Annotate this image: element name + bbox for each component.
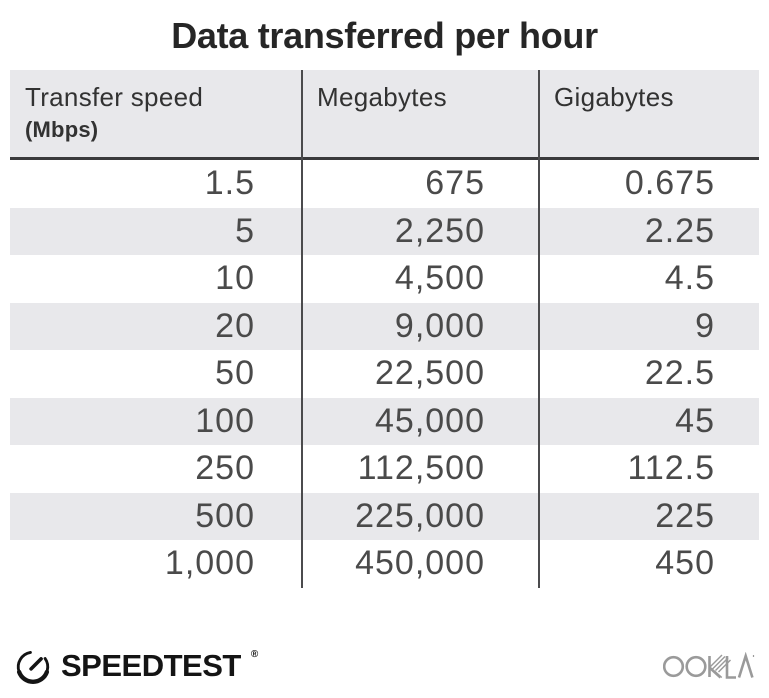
header-transfer-speed: Transfer speed (Mbps) xyxy=(10,70,302,157)
cell-gigabytes: 450 xyxy=(655,544,715,583)
cell-speed-mbps: 1.5 xyxy=(204,164,255,203)
column-divider-2 xyxy=(538,70,540,588)
cell-speed-mbps: 500 xyxy=(195,496,255,535)
ookla-logo xyxy=(663,651,755,681)
table-row: 100 45,000 45 xyxy=(10,397,759,445)
cell-speed-mbps: 5 xyxy=(235,211,255,250)
ookla-wordmark-icon xyxy=(663,651,755,681)
cell-speed-mbps: 20 xyxy=(215,306,255,345)
cell-speed-mbps: 10 xyxy=(215,259,255,298)
cell-megabytes: 675 xyxy=(425,164,485,203)
cell-gigabytes: 4.5 xyxy=(664,259,715,298)
cell-megabytes: 450,000 xyxy=(355,544,485,583)
table-row: 1.5 675 0.675 xyxy=(10,160,759,208)
data-table: Transfer speed (Mbps) Megabytes Gigabyte… xyxy=(10,70,759,588)
cell-speed-mbps: 100 xyxy=(195,401,255,440)
table-row: 1,000 450,000 450 xyxy=(10,540,759,588)
cell-megabytes: 112,500 xyxy=(357,449,485,488)
cell-gigabytes: 22.5 xyxy=(644,354,715,393)
cell-gigabytes: 225 xyxy=(655,496,715,535)
cell-megabytes: 45,000 xyxy=(375,401,485,440)
cell-megabytes: 4,500 xyxy=(394,259,485,298)
table-row: 10 4,500 4.5 xyxy=(10,255,759,303)
cell-gigabytes: 9 xyxy=(695,306,715,345)
header-megabytes: Megabytes xyxy=(302,70,539,157)
header-transfer-speed-unit: (Mbps) xyxy=(25,117,99,142)
table-row: 50 22,500 22.5 xyxy=(10,350,759,398)
cell-gigabytes: 112.5 xyxy=(627,449,715,488)
speedtest-logo: SPEEDTEST ® xyxy=(14,646,259,686)
table-row: 20 9,000 9 xyxy=(10,302,759,350)
cell-gigabytes: 0.675 xyxy=(624,164,715,203)
table-row: 500 225,000 225 xyxy=(10,492,759,540)
table-body: 1.5 675 0.675 5 2,250 2.25 10 4,500 4.5 20 9,000 9 5… xyxy=(10,160,759,588)
cell-megabytes: 225,000 xyxy=(355,496,485,535)
speedtest-gauge-icon xyxy=(14,646,52,686)
speedtest-wordmark: SPEEDTEST xyxy=(61,648,241,683)
footer: SPEEDTEST ® xyxy=(14,644,755,688)
cell-megabytes: 2,250 xyxy=(394,211,485,250)
cell-speed-mbps: 250 xyxy=(195,449,255,488)
header-gigabytes: Gigabytes xyxy=(539,70,759,157)
cell-speed-mbps: 1,000 xyxy=(164,544,255,583)
header-gigabytes-label: Gigabytes xyxy=(554,82,674,112)
cell-gigabytes: 2.25 xyxy=(644,211,715,250)
column-divider-1 xyxy=(301,70,303,588)
page-title: Data transferred per hour xyxy=(171,15,598,56)
table-row: 250 112,500 112.5 xyxy=(10,445,759,493)
table-header: Transfer speed (Mbps) Megabytes Gigabyte… xyxy=(10,70,759,160)
table-row: 5 2,250 2.25 xyxy=(10,207,759,255)
header-megabytes-label: Megabytes xyxy=(317,82,447,112)
cell-megabytes: 9,000 xyxy=(394,306,485,345)
cell-gigabytes: 45 xyxy=(675,401,715,440)
cell-speed-mbps: 50 xyxy=(215,354,255,393)
cell-megabytes: 22,500 xyxy=(375,354,485,393)
header-transfer-speed-label: Transfer speed xyxy=(25,82,204,112)
registered-mark-icon: ® xyxy=(250,648,259,660)
